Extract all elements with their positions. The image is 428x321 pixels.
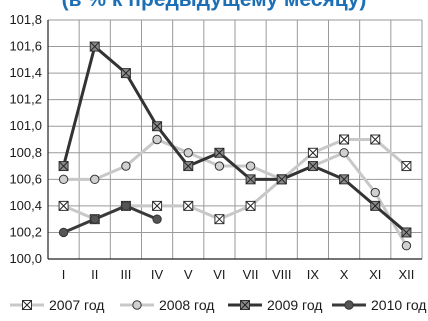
y-tick-label: 100,6 [9, 171, 42, 186]
chart-title: (в % к предыдущему месяцу) [0, 0, 428, 12]
data-point [339, 134, 350, 145]
data-point [370, 200, 381, 211]
y-tick-label: 100,2 [9, 224, 42, 239]
data-point [370, 187, 380, 198]
y-tick-label: 100,8 [9, 145, 42, 160]
data-point [89, 41, 100, 52]
legend-item: 2008 год [120, 297, 214, 313]
data-point [245, 174, 256, 185]
data-point [58, 161, 69, 172]
y-tick-label: 101,8 [9, 12, 42, 27]
data-point [121, 201, 131, 211]
legend-item: 2009 год [228, 297, 322, 313]
y-tick-label: 101,4 [9, 65, 42, 80]
data-point [152, 214, 162, 224]
data-point [240, 300, 250, 310]
series-line [62, 204, 158, 234]
data-point [214, 147, 225, 158]
data-point [214, 214, 225, 225]
data-point [370, 134, 381, 145]
x-tick-label: IV [151, 267, 164, 282]
legend-item: 2007 год [10, 297, 104, 313]
y-tick-label: 101,0 [9, 118, 42, 133]
x-tick-label: III [120, 267, 131, 282]
data-point [58, 200, 69, 211]
legend-label: 2009 год [267, 297, 322, 313]
series-3 [58, 41, 412, 238]
legend-item: 2010 год [332, 297, 426, 313]
legend-label: 2008 год [159, 297, 214, 313]
data-point [183, 161, 194, 172]
x-tick-label: XI [369, 267, 381, 282]
data-point [152, 200, 163, 211]
x-tick-label: II [91, 267, 98, 282]
data-point [132, 300, 142, 310]
data-point [245, 200, 256, 211]
x-tick-label: VII [243, 267, 259, 282]
series-4 [58, 201, 162, 238]
series-line [62, 45, 408, 234]
legend-label: 2010 год [371, 297, 426, 313]
data-point [58, 227, 69, 238]
data-point [339, 148, 349, 158]
x-tick-label: IX [307, 267, 320, 282]
legend: 2007 год 2008 год 2009 год 2010 год [10, 297, 426, 313]
data-point [307, 147, 318, 158]
data-point [401, 161, 412, 172]
data-point [183, 200, 194, 211]
x-tick-label: VI [213, 267, 225, 282]
data-point [152, 121, 163, 132]
data-point [152, 134, 162, 145]
data-point [214, 161, 225, 171]
data-point [401, 227, 412, 238]
data-point [121, 161, 131, 171]
data-point [183, 148, 193, 158]
x-tick-label: I [62, 267, 66, 282]
y-tick-label: 101,2 [9, 92, 42, 107]
data-point [22, 300, 32, 310]
y-tick-label: 100,0 [9, 251, 42, 266]
data-point [90, 174, 100, 185]
x-tick-label: VIII [272, 267, 292, 282]
legend-label: 2007 год [49, 297, 104, 313]
data-point [276, 174, 287, 185]
x-tick-label: X [340, 267, 349, 282]
x-tick-label: XII [398, 267, 414, 282]
data-point [90, 214, 100, 224]
data-point [401, 241, 412, 251]
data-point [58, 174, 69, 185]
data-point [245, 161, 256, 171]
x-tick-label: V [184, 267, 193, 282]
data-point [120, 68, 131, 79]
y-tick-label: 100,4 [9, 198, 42, 213]
y-tick-label: 101,6 [9, 39, 42, 54]
data-point [307, 161, 318, 172]
data-point [344, 300, 354, 310]
data-point [339, 174, 350, 185]
